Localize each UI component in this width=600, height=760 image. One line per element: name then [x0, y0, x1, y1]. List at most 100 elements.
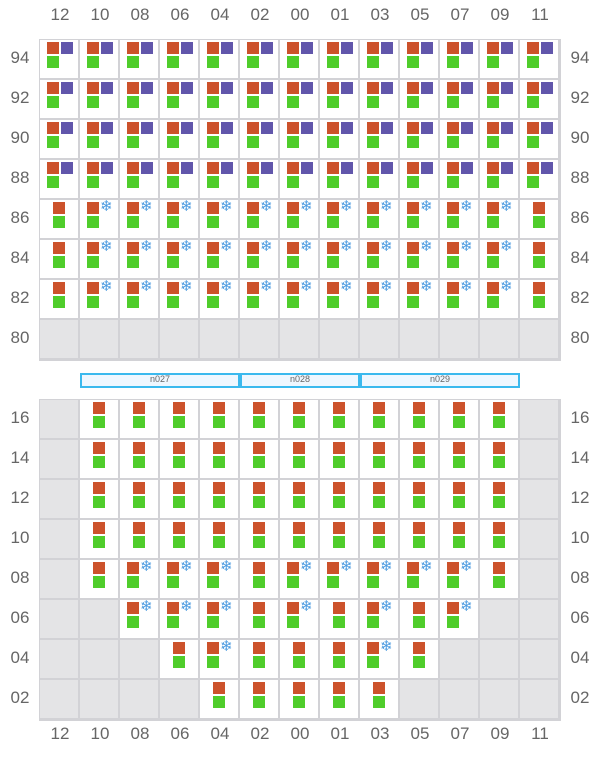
- cell-06-03[interactable]: ❄: [360, 599, 398, 638]
- cell-86-06[interactable]: ❄: [160, 199, 198, 238]
- cell-86-01[interactable]: ❄: [320, 199, 358, 238]
- cell-08-03[interactable]: ❄: [360, 559, 398, 598]
- cell-88-09[interactable]: [480, 160, 518, 198]
- cell-10-07[interactable]: [440, 520, 478, 558]
- cell-10-03[interactable]: [360, 520, 398, 558]
- cell-82-04[interactable]: ❄: [200, 279, 238, 318]
- cell-92-09[interactable]: [480, 80, 518, 118]
- cell-16-03[interactable]: [360, 400, 398, 438]
- cell-14-08[interactable]: [120, 440, 158, 478]
- cell-88-12[interactable]: [40, 160, 78, 198]
- cell-84-05[interactable]: ❄: [400, 239, 438, 278]
- cell-06-04[interactable]: ❄: [200, 599, 238, 638]
- cell-92-06[interactable]: [160, 80, 198, 118]
- cell-12-01[interactable]: [320, 480, 358, 518]
- cell-82-02[interactable]: ❄: [240, 279, 278, 318]
- cell-84-09[interactable]: ❄: [480, 239, 518, 278]
- cell-10-05[interactable]: [400, 520, 438, 558]
- cell-84-10[interactable]: ❄: [80, 239, 118, 278]
- cell-88-10[interactable]: [80, 160, 118, 198]
- cell-12-08[interactable]: [120, 480, 158, 518]
- cell-86-09[interactable]: ❄: [480, 199, 518, 238]
- cell-88-07[interactable]: [440, 160, 478, 198]
- cell-12-06[interactable]: [160, 480, 198, 518]
- cell-82-06[interactable]: ❄: [160, 279, 198, 318]
- cell-92-12[interactable]: [40, 80, 78, 118]
- cell-92-04[interactable]: [200, 80, 238, 118]
- cell-08-05[interactable]: ❄: [400, 559, 438, 598]
- cell-16-01[interactable]: [320, 400, 358, 438]
- cell-02-02[interactable]: [240, 680, 278, 718]
- cell-94-05[interactable]: [400, 40, 438, 78]
- cell-86-08[interactable]: ❄: [120, 199, 158, 238]
- cell-06-02[interactable]: [240, 600, 278, 638]
- cell-92-11[interactable]: [520, 80, 558, 118]
- cell-82-03[interactable]: ❄: [360, 279, 398, 318]
- cell-86-02[interactable]: ❄: [240, 199, 278, 238]
- cell-94-10[interactable]: [80, 40, 118, 78]
- cell-04-06[interactable]: [160, 640, 198, 678]
- cell-92-00[interactable]: [280, 80, 318, 118]
- cell-14-07[interactable]: [440, 440, 478, 478]
- band-n029[interactable]: n029: [360, 373, 520, 388]
- cell-84-00[interactable]: ❄: [280, 239, 318, 278]
- cell-82-05[interactable]: ❄: [400, 279, 438, 318]
- cell-82-08[interactable]: ❄: [120, 279, 158, 318]
- cell-12-00[interactable]: [280, 480, 318, 518]
- cell-04-02[interactable]: [240, 640, 278, 678]
- cell-12-03[interactable]: [360, 480, 398, 518]
- cell-14-06[interactable]: [160, 440, 198, 478]
- cell-16-00[interactable]: [280, 400, 318, 438]
- cell-90-04[interactable]: [200, 120, 238, 158]
- cell-94-12[interactable]: [40, 40, 78, 78]
- cell-86-04[interactable]: ❄: [200, 199, 238, 238]
- cell-08-01[interactable]: ❄: [320, 559, 358, 598]
- cell-90-10[interactable]: [80, 120, 118, 158]
- cell-14-05[interactable]: [400, 440, 438, 478]
- cell-90-00[interactable]: [280, 120, 318, 158]
- cell-02-00[interactable]: [280, 680, 318, 718]
- cell-84-03[interactable]: ❄: [360, 239, 398, 278]
- cell-90-08[interactable]: [120, 120, 158, 158]
- cell-82-07[interactable]: ❄: [440, 279, 478, 318]
- cell-06-01[interactable]: [320, 600, 358, 638]
- cell-92-05[interactable]: [400, 80, 438, 118]
- cell-88-06[interactable]: [160, 160, 198, 198]
- cell-86-07[interactable]: ❄: [440, 199, 478, 238]
- cell-10-00[interactable]: [280, 520, 318, 558]
- cell-82-10[interactable]: ❄: [80, 279, 118, 318]
- cell-14-02[interactable]: [240, 440, 278, 478]
- cell-08-07[interactable]: ❄: [440, 559, 478, 598]
- cell-90-01[interactable]: [320, 120, 358, 158]
- cell-90-11[interactable]: [520, 120, 558, 158]
- cell-94-09[interactable]: [480, 40, 518, 78]
- cell-04-00[interactable]: [280, 640, 318, 678]
- cell-94-07[interactable]: [440, 40, 478, 78]
- cell-86-00[interactable]: ❄: [280, 199, 318, 238]
- cell-88-08[interactable]: [120, 160, 158, 198]
- cell-16-06[interactable]: [160, 400, 198, 438]
- cell-88-02[interactable]: [240, 160, 278, 198]
- cell-02-01[interactable]: [320, 680, 358, 718]
- cell-14-04[interactable]: [200, 440, 238, 478]
- cell-82-01[interactable]: ❄: [320, 279, 358, 318]
- cell-84-11[interactable]: [520, 240, 558, 278]
- cell-90-03[interactable]: [360, 120, 398, 158]
- cell-02-03[interactable]: [360, 680, 398, 718]
- cell-90-06[interactable]: [160, 120, 198, 158]
- cell-04-05[interactable]: [400, 640, 438, 678]
- cell-92-01[interactable]: [320, 80, 358, 118]
- cell-86-03[interactable]: ❄: [360, 199, 398, 238]
- cell-12-10[interactable]: [80, 480, 118, 518]
- cell-16-09[interactable]: [480, 400, 518, 438]
- cell-08-10[interactable]: [80, 560, 118, 598]
- cell-10-04[interactable]: [200, 520, 238, 558]
- cell-16-08[interactable]: [120, 400, 158, 438]
- cell-88-05[interactable]: [400, 160, 438, 198]
- cell-08-00[interactable]: ❄: [280, 559, 318, 598]
- cell-06-08[interactable]: ❄: [120, 599, 158, 638]
- cell-84-01[interactable]: ❄: [320, 239, 358, 278]
- cell-90-07[interactable]: [440, 120, 478, 158]
- cell-14-00[interactable]: [280, 440, 318, 478]
- cell-90-09[interactable]: [480, 120, 518, 158]
